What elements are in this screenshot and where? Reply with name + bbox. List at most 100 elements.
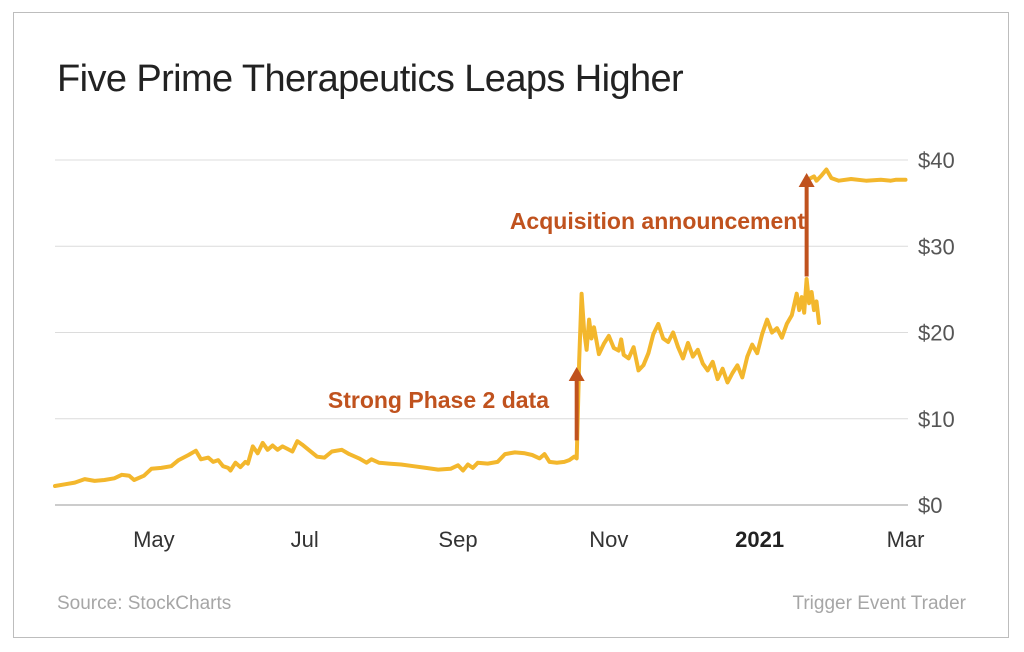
price-point-1-90 bbox=[636, 368, 641, 372]
price-point-1-0 bbox=[53, 484, 57, 488]
price-point-1-106 bbox=[716, 377, 720, 381]
price-point-2-9 bbox=[879, 178, 883, 182]
price-point-2-5 bbox=[829, 176, 834, 180]
price-point-1-56 bbox=[461, 468, 465, 473]
price-point-1-80 bbox=[592, 325, 596, 329]
price-point-1-17 bbox=[199, 457, 203, 461]
price-point-1-118 bbox=[775, 326, 779, 330]
price-point-1-33 bbox=[275, 448, 280, 452]
price-point-1-5 bbox=[102, 478, 106, 482]
price-point-1-9 bbox=[132, 478, 136, 482]
price-point-1-52 bbox=[424, 466, 428, 470]
price-point-1-54 bbox=[449, 467, 453, 471]
price-point-1-92 bbox=[646, 351, 651, 355]
price-point-1-8 bbox=[127, 474, 131, 478]
price-point-1-53 bbox=[436, 468, 440, 472]
price-point-1-128 bbox=[810, 290, 814, 294]
price-point-1-120 bbox=[785, 322, 789, 326]
price-point-1-39 bbox=[308, 449, 312, 453]
price-point-2-8 bbox=[864, 179, 868, 183]
price-point-1-65 bbox=[530, 453, 534, 457]
price-point-1-63 bbox=[513, 450, 517, 454]
price-point-1-45 bbox=[357, 456, 361, 460]
price-point-1-59 bbox=[476, 461, 480, 465]
x-tick-label-may: May bbox=[133, 527, 175, 552]
price-point-1-57 bbox=[466, 462, 470, 467]
price-point-1-91 bbox=[641, 363, 646, 367]
price-point-1-25 bbox=[238, 465, 242, 469]
price-point-1-111 bbox=[740, 375, 744, 379]
price-point-1-55 bbox=[456, 463, 460, 467]
price-point-1-86 bbox=[619, 337, 623, 341]
price-point-1-44 bbox=[347, 452, 351, 456]
price-point-1-101 bbox=[691, 355, 695, 359]
chart-title: Five Prime Therapeutics Leaps Higher bbox=[57, 58, 684, 100]
price-point-1-102 bbox=[696, 348, 700, 352]
price-point-1-18 bbox=[206, 456, 210, 460]
annotation-label-acquisition: Acquisition announcement bbox=[510, 208, 806, 234]
price-point-1-122 bbox=[795, 292, 799, 296]
y-tick-label-30: $30 bbox=[918, 234, 955, 259]
x-tick-label-2021: 2021 bbox=[735, 527, 784, 552]
price-point-1-1 bbox=[63, 482, 67, 486]
price-point-1-123 bbox=[797, 308, 801, 312]
price-point-1-93 bbox=[651, 332, 655, 336]
y-tick-label-20: $20 bbox=[918, 321, 955, 346]
price-point-1-82 bbox=[602, 342, 606, 346]
price-point-1-19 bbox=[211, 460, 215, 464]
price-point-1-115 bbox=[760, 332, 764, 336]
price-point-1-129 bbox=[812, 308, 816, 312]
price-point-1-77 bbox=[585, 348, 589, 352]
y-tick-label-10: $10 bbox=[918, 407, 955, 432]
x-tick-label-sep: Sep bbox=[438, 527, 477, 552]
price-point-1-66 bbox=[538, 456, 542, 460]
price-point-1-131 bbox=[817, 321, 821, 325]
price-point-1-64 bbox=[523, 451, 527, 455]
price-point-1-37 bbox=[295, 439, 299, 443]
price-point-1-117 bbox=[770, 330, 774, 335]
price-point-1-34 bbox=[280, 444, 285, 448]
price-point-1-41 bbox=[322, 456, 327, 460]
price-point-1-3 bbox=[83, 477, 87, 481]
annotation-label-phase2: Strong Phase 2 data bbox=[328, 387, 549, 413]
price-point-1-16 bbox=[194, 449, 198, 453]
price-point-1-24 bbox=[233, 461, 238, 465]
price-point-1-27 bbox=[246, 462, 250, 466]
price-point-1-51 bbox=[411, 464, 416, 468]
price-point-1-22 bbox=[226, 466, 230, 470]
price-point-1-38 bbox=[300, 443, 304, 447]
price-point-1-76 bbox=[582, 329, 586, 333]
price-point-1-81 bbox=[597, 352, 601, 356]
price-point-1-70 bbox=[562, 460, 566, 464]
price-point-1-42 bbox=[330, 449, 334, 454]
price-point-1-30 bbox=[261, 441, 265, 445]
price-point-1-112 bbox=[745, 355, 749, 359]
price-point-1-99 bbox=[681, 356, 685, 360]
price-point-2-3 bbox=[819, 173, 824, 178]
price-point-1-68 bbox=[547, 460, 552, 464]
price-point-1-127 bbox=[807, 301, 811, 305]
price-point-1-67 bbox=[542, 452, 547, 456]
price-point-1-75 bbox=[580, 292, 584, 296]
price-point-2-11 bbox=[894, 178, 898, 182]
price-point-1-6 bbox=[112, 476, 116, 480]
price-point-1-73 bbox=[575, 456, 579, 460]
price-point-1-46 bbox=[364, 461, 369, 465]
price-point-1-60 bbox=[486, 462, 490, 466]
price-point-1-21 bbox=[221, 464, 225, 468]
price-point-1-35 bbox=[285, 447, 289, 451]
price-point-2-6 bbox=[837, 179, 841, 183]
price-point-1-2 bbox=[73, 481, 77, 485]
price-point-1-88 bbox=[627, 356, 631, 360]
price-point-1-121 bbox=[790, 313, 794, 317]
price-point-1-58 bbox=[471, 466, 475, 470]
price-point-1-31 bbox=[266, 448, 270, 452]
price-point-1-32 bbox=[271, 443, 275, 448]
price-point-1-89 bbox=[632, 345, 636, 349]
price-point-2-12 bbox=[903, 178, 908, 182]
price-point-1-61 bbox=[496, 460, 500, 464]
price-point-1-23 bbox=[228, 468, 233, 473]
price-point-1-28 bbox=[251, 444, 255, 448]
price-point-1-40 bbox=[315, 455, 319, 459]
